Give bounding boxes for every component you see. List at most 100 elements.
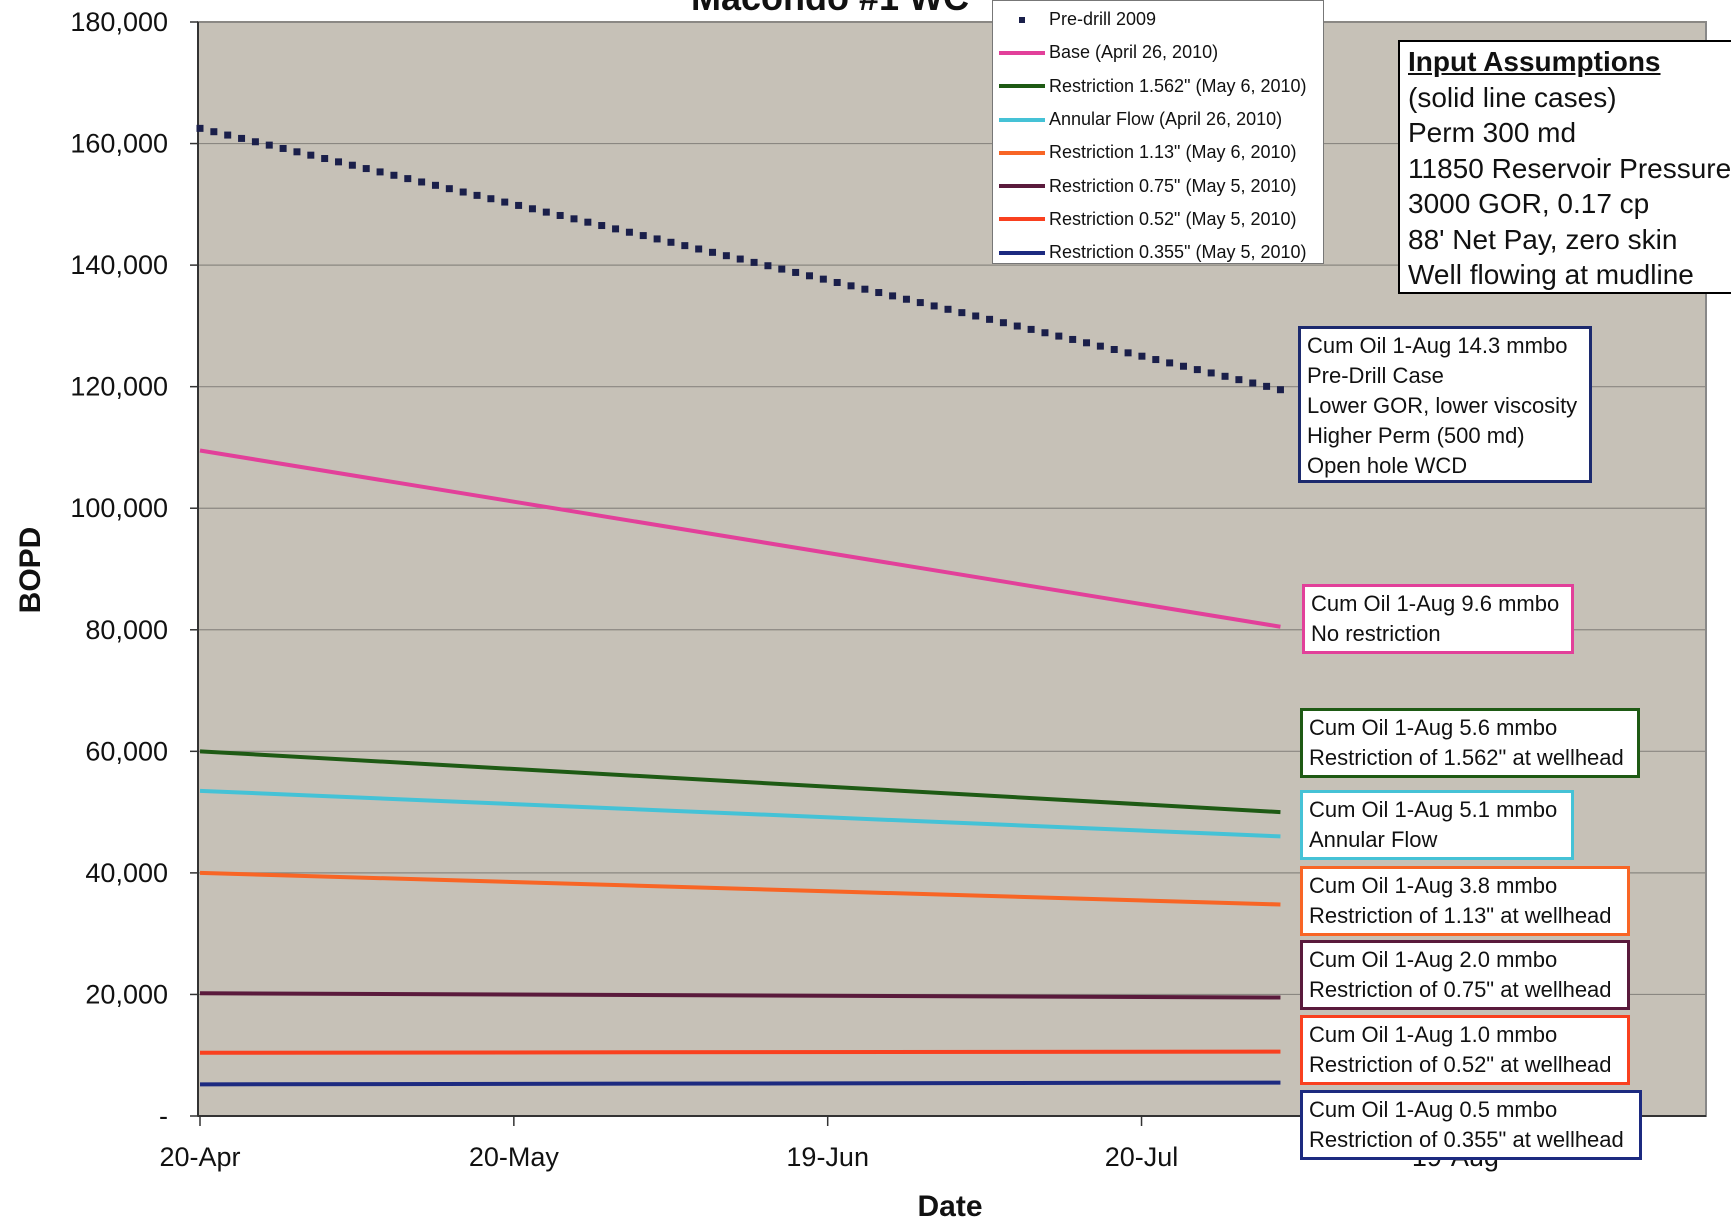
predrill-marker — [653, 235, 661, 243]
x-tick-label: 20-May — [469, 1142, 560, 1172]
predrill-marker — [584, 218, 592, 226]
predrill-marker — [709, 248, 717, 256]
chart-title: Macondo #1 WC — [691, 0, 969, 18]
legend-swatch — [999, 45, 1045, 61]
predrill-marker — [598, 222, 606, 230]
y-tick-labels: - 20,000 40,000 60,000 80,000 100,000 120,000 1… — [70, 7, 168, 1131]
annotation-restriction-113: Cum Oil 1-Aug 3.8 mmbo Restriction of 1.1… — [1300, 866, 1630, 936]
legend-label: Restriction 0.75" (May 5, 2010) — [1049, 175, 1297, 196]
legend-item: Annular Flow (April 26, 2010) — [999, 103, 1323, 136]
legend-swatch — [999, 12, 1045, 28]
annotation-line: Pre-Drill Case — [1307, 363, 1444, 388]
predrill-marker — [695, 245, 703, 253]
predrill-marker — [238, 134, 246, 142]
predrill-marker — [1152, 356, 1160, 364]
x-axis-title: Date — [917, 1190, 982, 1223]
predrill-marker — [293, 148, 301, 156]
predrill-marker — [196, 124, 204, 132]
assumptions-heading: Input Assumptions — [1408, 46, 1661, 77]
predrill-marker — [722, 252, 730, 260]
annotation-restriction-0355: Cum Oil 1-Aug 0.5 mmbo Restriction of 0.3… — [1300, 1090, 1642, 1160]
predrill-marker — [1235, 376, 1243, 384]
legend-label: Pre-drill 2009 — [1049, 9, 1157, 30]
predrill-marker — [1221, 372, 1229, 380]
predrill-marker — [418, 178, 426, 186]
annotation-line: Cum Oil 1-Aug 5.1 mmbo — [1309, 797, 1558, 822]
y-tick-label: 120,000 — [70, 372, 168, 402]
y-tick-label: 60,000 — [85, 736, 168, 766]
annotation-base: Cum Oil 1-Aug 9.6 mmbo No restriction — [1302, 584, 1574, 654]
legend-swatch — [999, 178, 1045, 194]
annotation-restriction-075: Cum Oil 1-Aug 2.0 mmbo Restriction of 0.7… — [1300, 940, 1630, 1010]
predrill-marker — [986, 315, 994, 323]
predrill-marker — [1110, 345, 1118, 353]
annotation-predrill: Cum Oil 1-Aug 14.3 mmbo Pre-Drill Case Low… — [1298, 326, 1592, 483]
assumption-line: 3000 GOR, 0.17 cp — [1408, 188, 1650, 219]
y-tick-label: 40,000 — [85, 858, 168, 888]
annotation-line: Open hole WCD — [1307, 453, 1468, 478]
annotation-line: Restriction of 1.562" at wellhead — [1309, 745, 1624, 770]
annotation-line: Cum Oil 1-Aug 2.0 mmbo — [1309, 947, 1558, 972]
assumption-line: 88' Net Pay, zero skin — [1408, 223, 1678, 255]
legend-item: Base (April 26, 2010) — [999, 36, 1323, 69]
predrill-marker — [431, 181, 439, 189]
predrill-marker — [1138, 352, 1146, 360]
predrill-marker — [376, 168, 384, 176]
legend: Pre-drill 2009 Base (April 26, 2010) Restr… — [992, 0, 1324, 264]
series-line — [199, 1080, 1281, 1087]
annotation-restriction-1562: Cum Oil 1-Aug 5.6 mmbo Restriction of 1.5… — [1300, 708, 1640, 778]
predrill-marker — [999, 319, 1007, 327]
predrill-marker — [542, 208, 550, 216]
x-tick-label: 20-Jul — [1105, 1142, 1179, 1172]
legend-item: Restriction 1.13" (May 6, 2010) — [999, 136, 1323, 169]
series-line — [199, 749, 1281, 815]
x-tick-label: 19-Jun — [786, 1142, 869, 1172]
predrill-marker — [210, 128, 218, 136]
predrill-marker — [1276, 386, 1284, 394]
predrill-marker — [805, 272, 813, 280]
predrill-marker — [307, 151, 315, 159]
predrill-marker — [459, 188, 467, 196]
predrill-marker — [321, 155, 329, 163]
predrill-marker — [861, 285, 869, 293]
legend-label: Restriction 0.355" (May 5, 2010) — [1049, 242, 1307, 263]
y-tick-label: 160,000 — [70, 129, 168, 159]
predrill-marker — [902, 295, 910, 303]
legend-item: Restriction 0.52" (May 5, 2010) — [999, 203, 1323, 236]
predrill-marker — [528, 205, 536, 213]
legend-item: Restriction 0.75" (May 5, 2010) — [999, 169, 1323, 202]
annotation-line: Lower GOR, lower viscosity — [1307, 393, 1578, 418]
predrill-marker — [348, 161, 356, 169]
predrill-marker — [778, 265, 786, 273]
annotation-line: No restriction — [1311, 621, 1441, 646]
y-tick-label: - — [159, 1101, 168, 1131]
predrill-marker — [639, 232, 647, 240]
legend-swatch — [999, 145, 1045, 161]
annotation-annular-flow: Cum Oil 1-Aug 5.1 mmbo Annular Flow — [1300, 790, 1574, 860]
series-line — [199, 788, 1281, 839]
x-tick-label: 20-Apr — [159, 1142, 240, 1172]
annotation-line: Cum Oil 1-Aug 14.3 mmbo — [1307, 333, 1568, 358]
predrill-marker — [1069, 335, 1077, 343]
predrill-marker — [681, 242, 689, 250]
legend-item: Restriction 0.355" (May 5, 2010) — [999, 236, 1323, 269]
predrill-marker — [625, 228, 633, 236]
predrill-marker — [515, 201, 523, 209]
predrill-marker — [362, 165, 370, 173]
legend-label: Restriction 0.52" (May 5, 2010) — [1049, 208, 1297, 229]
annotation-line: Cum Oil 1-Aug 5.6 mmbo — [1309, 715, 1558, 740]
legend-label: Annular Flow (April 26, 2010) — [1049, 109, 1283, 130]
legend-swatch — [999, 78, 1045, 94]
predrill-marker — [1096, 342, 1104, 350]
legend-label: Restriction 1.13" (May 6, 2010) — [1049, 142, 1297, 163]
y-tick-label: 20,000 — [85, 979, 168, 1009]
predrill-marker — [1055, 332, 1063, 340]
annotation-line: Restriction of 0.355" at wellhead — [1309, 1127, 1624, 1152]
series-line — [199, 991, 1281, 1000]
predrill-marker — [736, 255, 744, 263]
predrill-marker — [958, 309, 966, 317]
predrill-marker — [279, 144, 287, 152]
predrill-marker — [487, 195, 495, 203]
predrill-marker — [916, 299, 924, 307]
